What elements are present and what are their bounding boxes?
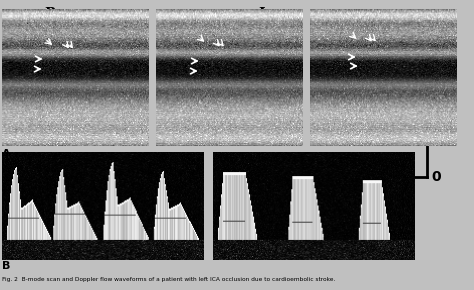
- Text: 30: 30: [431, 71, 453, 86]
- Text: (cm / s): (cm / s): [418, 29, 455, 39]
- Text: R: R: [44, 7, 55, 21]
- Text: L: L: [258, 7, 268, 21]
- Text: 0: 0: [431, 170, 441, 184]
- Text: B: B: [2, 261, 11, 271]
- Text: Fig. 2  B-mode scan and Doppler flow waveforms of a patient with left ICA occlus: Fig. 2 B-mode scan and Doppler flow wave…: [2, 277, 336, 282]
- Text: A: A: [2, 149, 11, 159]
